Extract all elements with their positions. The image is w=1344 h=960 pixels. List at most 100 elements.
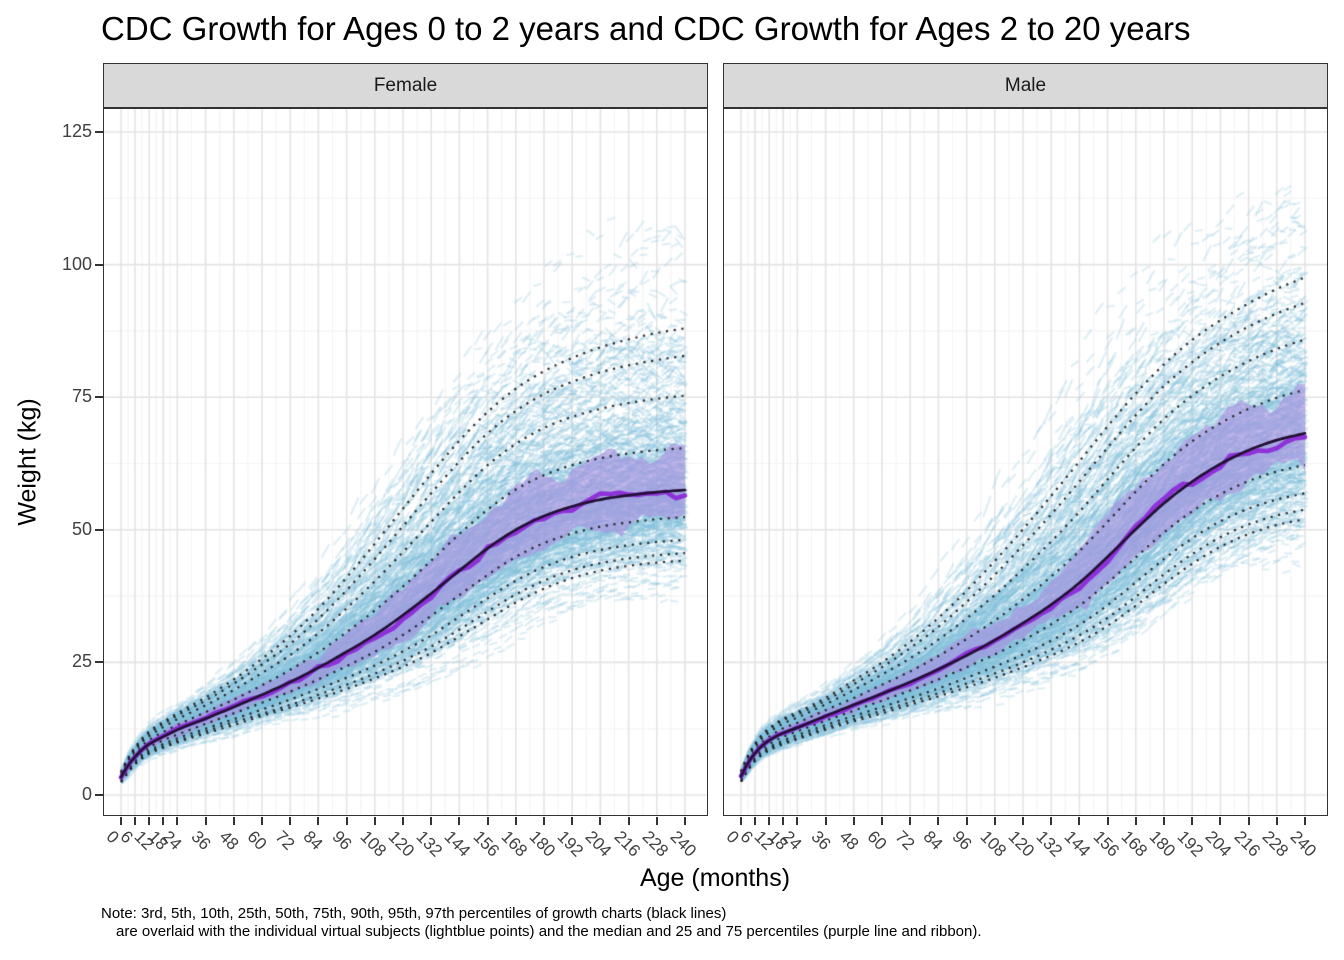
x-tick-label: 108 [356,827,390,861]
x-tick-label: 60 [863,827,891,854]
y-tick-label: 0 [81,784,92,804]
x-tick-mark [261,817,263,825]
x-tick-mark [402,817,404,825]
x-tick-mark [571,817,574,825]
x-tick-mark [937,817,940,825]
x-tick-label: 240 [1286,827,1321,861]
x-tick-label: 156 [469,827,503,861]
x-tick-label: 36 [187,827,214,854]
x-tick-label: 216 [610,827,644,861]
x-tick-label: 36 [807,827,834,854]
y-axis-title: Weight (kg) [13,398,42,526]
x-tick-mark [120,817,122,825]
x-tick-label: 192 [1173,827,1208,861]
x-tick-label: 156 [1089,827,1123,861]
x-tick-mark [909,817,912,825]
x-tick-mark [486,817,489,825]
plot-title: CDC Growth for Ages 0 to 2 years and CDC… [101,10,1191,47]
x-tick-label: 132 [412,827,447,861]
x-tick-mark [1022,817,1024,825]
x-tick-mark [881,817,883,825]
x-tick-mark [782,817,785,825]
x-tick-mark [430,817,433,825]
x-tick-mark [514,817,517,825]
x-tick-mark [458,817,461,825]
x-tick-mark [1163,817,1165,825]
x-tick-mark [176,817,179,825]
x-tick-label: 216 [1230,827,1264,861]
x-tick-mark [373,817,376,825]
male-panel-plot [723,108,1328,816]
x-tick-mark [852,817,855,825]
x-tick-label: 144 [1060,827,1095,861]
facet-strip-male: Male [723,63,1328,108]
x-tick-label: 204 [1201,827,1236,861]
x-tick-mark [1247,817,1250,825]
x-tick-mark [754,817,757,825]
x-tick-label: 108 [976,827,1010,861]
x-tick-label: 96 [948,827,975,854]
y-tick-mark [95,263,103,266]
x-tick-mark [1134,817,1137,825]
y-tick-mark [95,396,103,399]
x-tick-mark [1191,817,1194,825]
x-tick-label: 180 [1145,827,1180,861]
x-tick-label: 72 [271,827,299,854]
note-line-1: Note: 3rd, 5th, 10th, 25th, 50th, 75th, … [101,905,727,922]
x-tick-label: 180 [525,827,560,861]
x-tick-label: 168 [1117,827,1151,861]
x-tick-label: 168 [497,827,531,861]
x-tick-mark [627,817,630,825]
female-panel-plot [103,108,708,816]
x-tick-label: 48 [215,827,243,854]
x-tick-mark [599,817,602,825]
x-tick-mark [289,817,292,825]
x-tick-mark [796,817,799,825]
x-tick-mark [204,817,207,825]
x-tick-label: 240 [666,827,701,861]
facet-strip-female: Female [103,63,708,108]
x-tick-mark [684,817,686,825]
x-tick-mark [768,817,771,825]
x-tick-mark [1219,817,1222,825]
x-tick-label: 96 [328,827,355,854]
x-tick-label: 120 [384,827,419,861]
note-line-2: are overlaid with the individual virtual… [116,923,982,940]
y-tick-mark [95,131,103,133]
x-tick-mark [1275,817,1278,825]
x-tick-mark [543,817,545,825]
facet-strip-female-label: Female [373,74,438,96]
x-tick-label: 72 [891,827,919,854]
x-tick-label: 228 [1258,827,1292,861]
y-tick-mark [95,661,103,664]
y-tick-label: 125 [61,121,92,141]
x-tick-mark [965,817,968,825]
x-tick-mark [148,817,151,825]
x-tick-mark [1078,817,1081,825]
facet-strip-male-label: Male [1004,74,1047,96]
x-tick-mark [740,817,742,825]
y-tick-label: 75 [71,386,92,407]
x-tick-mark [134,817,137,825]
y-tick-label: 100 [61,253,92,274]
x-tick-mark [232,817,235,825]
x-tick-label: 60 [243,827,271,854]
x-tick-mark [317,817,320,825]
y-tick-label: 50 [71,518,92,539]
x-tick-mark [1106,817,1109,825]
x-tick-label: 228 [638,827,672,861]
y-tick-label: 25 [71,651,92,672]
x-tick-label: 120 [1004,827,1039,861]
y-tick-mark [95,794,103,796]
x-tick-mark [824,817,827,825]
x-tick-label: 144 [440,827,475,861]
x-tick-label: 48 [835,827,863,854]
x-tick-mark [993,817,996,825]
x-tick-mark [655,817,658,825]
x-tick-mark [1050,817,1053,825]
x-tick-label: 84 [299,827,327,854]
x-tick-mark [1304,817,1306,825]
x-tick-mark [162,817,165,825]
x-tick-label: 192 [553,827,588,861]
x-tick-label: 132 [1032,827,1067,861]
